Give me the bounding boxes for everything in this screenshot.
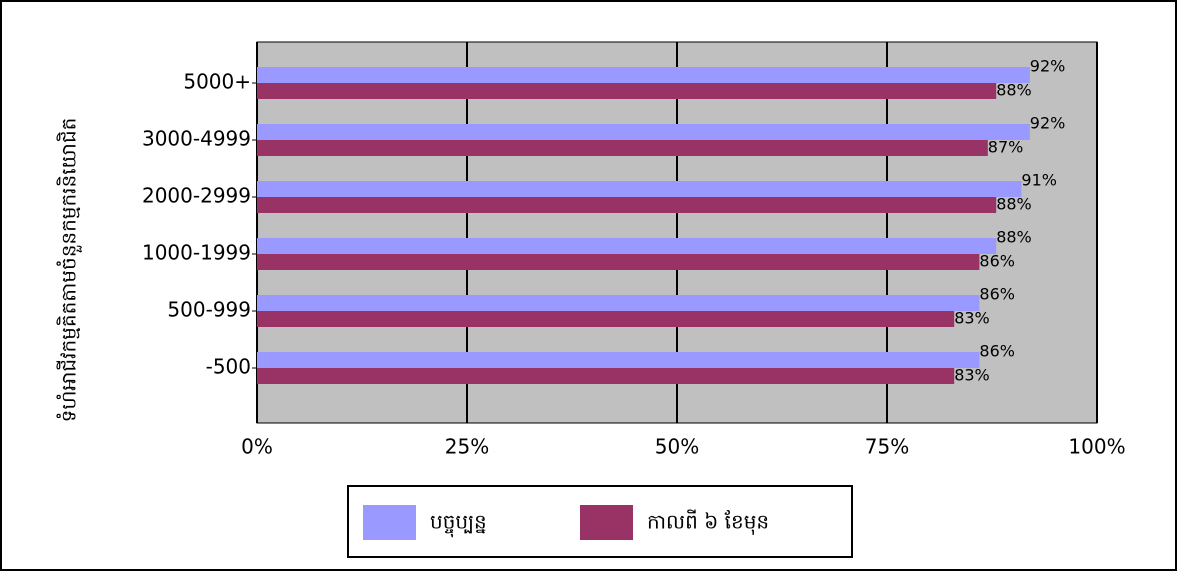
bar: [257, 83, 997, 99]
y-tick-label: 5000+: [183, 70, 251, 94]
legend-label: បច្ចុប្បន្ន: [430, 510, 487, 538]
x-tick-label: 0%: [241, 435, 273, 459]
value-label: 86%: [979, 342, 1015, 361]
value-label: 86%: [979, 252, 1015, 271]
bar: [257, 140, 988, 156]
bar: [257, 254, 980, 270]
value-label: 87%: [988, 138, 1024, 157]
bar: [257, 368, 955, 384]
y-tick-label: 3000-4999: [142, 127, 251, 151]
legend-label: កាលពី ៦ ខែមុន: [647, 509, 769, 536]
x-tick-label: 100%: [1068, 435, 1125, 459]
value-label: 83%: [954, 309, 990, 328]
bar: [257, 352, 980, 368]
value-label: 88%: [996, 228, 1032, 247]
bar: [257, 238, 997, 254]
value-label: 91%: [1021, 171, 1057, 190]
value-label: 88%: [996, 81, 1032, 100]
x-tick-label: 25%: [445, 435, 489, 459]
y-tick-label: 1000-1999: [142, 241, 251, 265]
bar: [257, 295, 980, 311]
value-label: 88%: [996, 195, 1032, 214]
y-axis-label: ទំហំអាជីវកម្មគិតតាមចំនួនកម្មករនិយោជិត: [56, 118, 83, 423]
bar: [257, 311, 955, 327]
y-tick-label: 500-999: [167, 298, 251, 322]
x-tick-label: 75%: [865, 435, 909, 459]
value-label: 86%: [979, 285, 1015, 304]
value-label: 92%: [1030, 114, 1066, 133]
bar: [257, 67, 1030, 83]
y-tick-label: 2000-2999: [142, 184, 251, 208]
bar: [257, 197, 997, 213]
y-tick-label: -500: [206, 355, 251, 379]
legend-swatch: [580, 505, 633, 540]
value-label: 83%: [954, 366, 990, 385]
bar: [257, 124, 1030, 140]
bar: [257, 181, 1022, 197]
value-label: 92%: [1030, 57, 1066, 76]
legend-swatch: [363, 505, 416, 540]
x-tick-label: 50%: [655, 435, 699, 459]
